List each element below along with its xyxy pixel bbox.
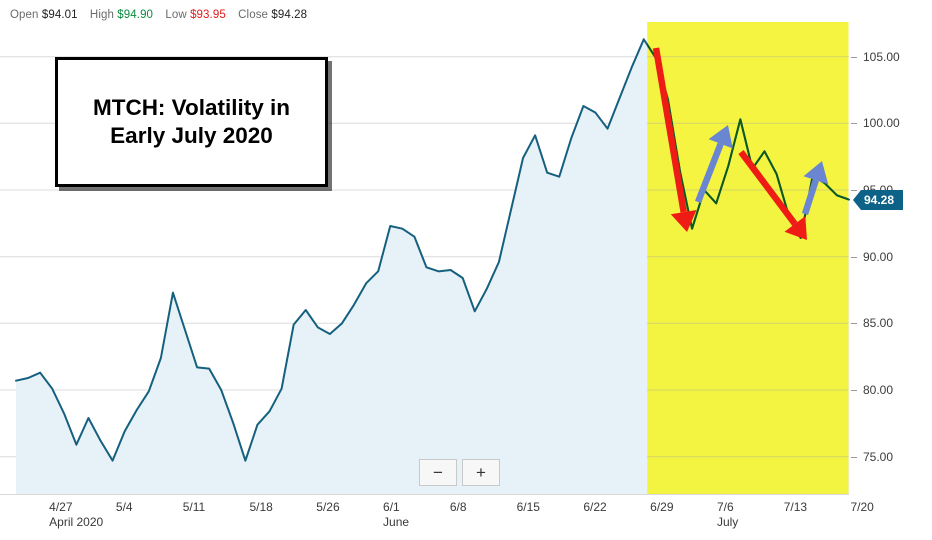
annotation-arrow-rebound-1 <box>694 125 733 204</box>
y-axis-tick: 105.00 <box>851 50 900 64</box>
chart-title-annotation: MTCH: Volatility in Early July 2020 <box>55 57 328 187</box>
y-axis-tick: 100.00 <box>851 116 900 130</box>
y-axis-tick-mark <box>851 123 857 125</box>
y-axis-tick-mark <box>851 390 857 391</box>
ohlc-header: Open $94.01 High $94.90 Low $93.95 Close… <box>10 9 316 21</box>
ohlc-open-value: $94.01 <box>41 9 78 21</box>
y-axis-tick-mark <box>851 256 857 258</box>
x-axis-separator <box>0 494 849 495</box>
price-badge-pointer-icon <box>853 189 861 210</box>
zoom-in-button[interactable]: + <box>462 459 500 486</box>
x-axis-tick: 6/22 <box>583 500 607 514</box>
annotation-arrow-sell-off-2 <box>738 150 807 240</box>
y-axis-tick: 75.00 <box>851 450 893 464</box>
ohlc-low-label: Low <box>165 9 187 21</box>
x-axis-month-label: June <box>383 515 410 529</box>
x-axis-tick: 7/13 <box>783 500 808 514</box>
ohlc-close-value: $94.28 <box>271 9 308 21</box>
ohlc-high-value: $94.90 <box>117 9 154 21</box>
price-line-highlighted <box>647 42 849 239</box>
x-axis-tick: 6/1 <box>383 500 400 514</box>
x-axis-month-label: April 2020 <box>49 515 104 529</box>
annotation-arrow-rebound-2 <box>801 161 829 215</box>
price-chart-plot[interactable] <box>0 22 932 494</box>
ohlc-low: Low $93.95 <box>165 9 225 21</box>
x-axis: 4/27 April 2020 5/4 5/11 5/18 5/26 6/1 June 6/8 6… <box>0 494 932 540</box>
x-axis-tick: 4/27 <box>49 500 73 514</box>
zoom-out-button[interactable]: − <box>419 459 457 486</box>
y-axis-tick-mark <box>851 323 857 325</box>
ohlc-open: Open $94.01 <box>10 9 78 21</box>
y-axis-tick: 90.00 <box>851 250 893 264</box>
chart-title-text: MTCH: Volatility in Early July 2020 <box>83 94 300 151</box>
y-axis-tick-mark <box>851 56 857 58</box>
price-badge-value: 94.28 <box>861 189 904 210</box>
x-axis-tick: 7/20 <box>850 500 874 514</box>
x-axis-tick: 5/18 <box>249 500 273 514</box>
chart-canvas <box>0 22 850 494</box>
chart-title-line2: Early July 2020 <box>110 123 273 148</box>
ohlc-high-label: High <box>89 9 114 21</box>
current-price-badge: 94.28 <box>853 189 904 210</box>
y-axis-tick-mark <box>851 456 857 458</box>
chart-title-line1: MTCH: Volatility in <box>92 94 291 120</box>
ohlc-close: Close $94.28 <box>238 9 307 21</box>
ohlc-low-value: $93.95 <box>190 9 226 21</box>
x-axis-month-label: July <box>716 515 739 529</box>
y-axis-tick: 85.00 <box>851 316 893 330</box>
y-axis-tick: 80.00 <box>851 383 893 397</box>
highlight-band <box>647 22 849 494</box>
price-area-fill <box>16 39 849 494</box>
ohlc-high: High $94.90 <box>90 9 153 21</box>
ohlc-open-label: Open <box>10 9 39 21</box>
zoom-controls: − + <box>419 459 500 486</box>
x-axis-tick: 6/8 <box>449 500 467 514</box>
x-axis-tick: 5/11 <box>182 500 206 514</box>
annotation-arrow-sell-off-1 <box>652 47 697 232</box>
x-axis-tick: 5/4 <box>115 500 133 514</box>
x-axis-tick: 6/15 <box>516 500 540 514</box>
ohlc-close-label: Close <box>238 9 269 21</box>
x-axis-tick: 6/29 <box>650 500 674 514</box>
x-axis-tick: 5/26 <box>316 500 340 514</box>
x-axis-tick: 7/6 <box>716 500 734 514</box>
